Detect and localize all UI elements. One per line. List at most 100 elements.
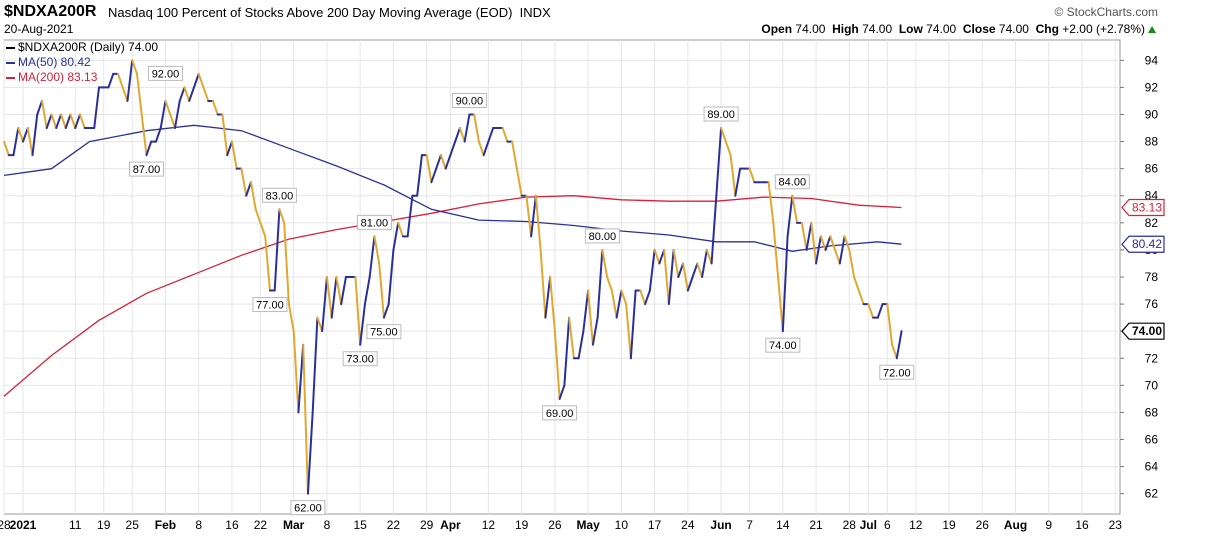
main-series-segment xyxy=(463,113,471,143)
main-series-segment xyxy=(287,303,295,333)
main-series-segment xyxy=(278,208,286,224)
main-series-segment xyxy=(876,303,884,319)
main-series-segment xyxy=(259,221,267,238)
y-tick-label: 78 xyxy=(1145,270,1159,284)
main-series-segment xyxy=(710,194,718,265)
high-label: High xyxy=(832,22,859,36)
main-series-segment xyxy=(387,248,395,306)
x-tick-label: 24 xyxy=(681,518,695,532)
x-tick-label: 23 xyxy=(1109,518,1123,532)
y-tick-label: 88 xyxy=(1145,135,1159,149)
chart-header: $NDXA200R Nasdaq 100 Percent of Stocks A… xyxy=(0,0,1210,40)
main-series-segment xyxy=(511,140,518,170)
main-series-segment xyxy=(425,154,433,184)
data-label-box xyxy=(128,161,164,177)
main-series-segment xyxy=(321,276,328,333)
ohlc-readout: Open 74.00 High 74.00 Low 74.00 Close 74… xyxy=(761,22,1156,36)
main-series-segment xyxy=(791,194,799,224)
data-label: 90.00 xyxy=(456,95,484,107)
main-series-segment xyxy=(159,99,167,130)
main-series-segment xyxy=(834,248,841,265)
x-tick-label: 7 xyxy=(746,518,753,532)
price-tag-label: 74.00 xyxy=(1132,324,1162,338)
main-series-segment xyxy=(720,127,727,143)
x-tick-label: 6 xyxy=(884,518,891,532)
x-tick-label: 17 xyxy=(648,518,662,532)
data-label: 73.00 xyxy=(346,354,374,366)
main-series-segment xyxy=(240,167,248,197)
main-series-segment xyxy=(335,276,343,306)
main-series-segment xyxy=(116,72,124,89)
main-series-segment xyxy=(221,113,229,157)
main-series-segment xyxy=(325,276,333,319)
main-series-segment xyxy=(729,154,737,197)
main-series-segment xyxy=(135,72,143,116)
main-series-segment xyxy=(829,235,837,251)
main-series-segment xyxy=(197,72,205,89)
main-series-segment xyxy=(772,221,780,278)
main-series-segment xyxy=(800,221,808,251)
x-tick-label: 26 xyxy=(548,518,562,532)
data-label-box xyxy=(584,228,620,244)
y-tick-label: 92 xyxy=(1145,80,1159,94)
main-series-segment xyxy=(477,140,485,157)
main-series-segment xyxy=(297,343,305,414)
data-label: 81.00 xyxy=(361,217,389,229)
legend-main: $NDXA200R (Daily) 74.00 xyxy=(6,40,158,55)
open-value: 74.00 xyxy=(795,22,826,36)
x-tick-label: 8 xyxy=(324,518,331,532)
main-series-segment xyxy=(59,113,67,130)
main-series-segment xyxy=(843,235,851,251)
chart-description-text: Nasdaq 100 Percent of Stocks Above 200 D… xyxy=(108,5,513,20)
chg-value: +2.00 (+2.78%) xyxy=(1062,22,1145,36)
main-series-segment xyxy=(454,127,461,143)
brand-logo[interactable]: © StockCharts.com xyxy=(1054,5,1158,19)
main-series-segment xyxy=(810,221,818,265)
main-series-segment xyxy=(582,289,590,333)
y-tick-label: 66 xyxy=(1145,433,1159,447)
data-label-box xyxy=(774,174,810,190)
main-series-segment xyxy=(226,140,233,157)
main-series-segment xyxy=(815,235,822,265)
main-series-segment xyxy=(715,127,723,197)
main-series-segment xyxy=(283,221,290,306)
x-tick-label: 28 xyxy=(0,518,11,532)
main-series-segment xyxy=(458,127,466,143)
legend-ma50-label: MA(50) 80.42 xyxy=(18,55,91,69)
x-tick-label: 21 xyxy=(809,518,823,532)
low-value: 74.00 xyxy=(926,22,957,36)
main-series-segment xyxy=(368,235,376,278)
x-tick-label: 25 xyxy=(126,518,140,532)
data-label: 62.00 xyxy=(294,503,322,515)
x-tick-label: 22 xyxy=(254,518,268,532)
x-tick-label: Feb xyxy=(155,518,176,532)
main-series-segment xyxy=(530,194,537,238)
data-label-box xyxy=(252,297,288,313)
main-series-segment xyxy=(444,154,452,170)
x-tick-label: 16 xyxy=(225,518,239,532)
main-series-segment xyxy=(525,194,533,238)
main-series-segment xyxy=(64,113,72,130)
data-label-box xyxy=(342,351,378,367)
main-series-segment xyxy=(696,262,704,278)
main-series-segment xyxy=(330,276,338,319)
main-series-segment xyxy=(563,316,571,387)
main-series-segment xyxy=(26,127,34,157)
main-series-segment xyxy=(549,276,556,333)
main-series-segment xyxy=(558,384,566,400)
main-series-segment xyxy=(857,289,865,306)
main-series-segment xyxy=(36,99,43,116)
data-label-box xyxy=(147,65,183,81)
ma50-line xyxy=(3,124,902,252)
data-label: 72.00 xyxy=(883,367,911,379)
main-series-segment xyxy=(254,208,262,224)
x-tick-label: May xyxy=(576,518,600,532)
main-series-segment xyxy=(587,289,594,346)
main-series-segment xyxy=(819,235,827,251)
y-tick-label: 62 xyxy=(1145,487,1159,501)
data-label-box xyxy=(261,187,297,203)
data-label: 92.00 xyxy=(152,68,180,80)
legend-ma50-swatch xyxy=(6,61,15,64)
data-label: 89.00 xyxy=(707,109,735,121)
